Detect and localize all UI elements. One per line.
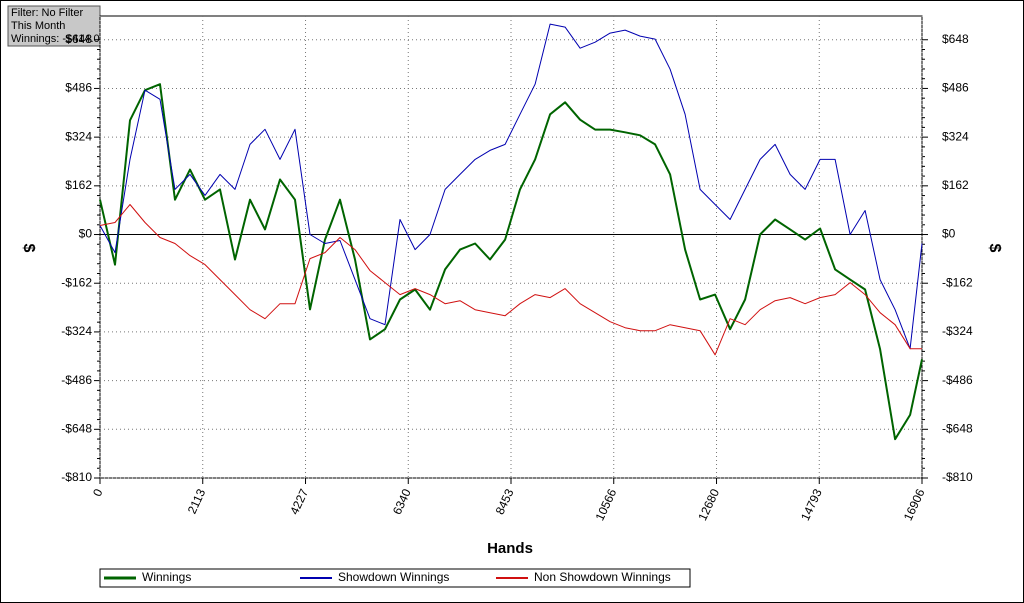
y-tick-label: -$486	[61, 373, 92, 387]
y-tick-label: -$810	[61, 470, 92, 484]
y2-tick-label: -$324	[942, 324, 973, 338]
legend-label: Showdown Winnings	[338, 570, 449, 584]
legend-label: Winnings	[142, 570, 191, 584]
y2-tick-label: $162	[942, 178, 969, 192]
y-tick-label: $162	[65, 178, 92, 192]
y2-tick-label: -$486	[942, 373, 973, 387]
y-tick-label: -$324	[61, 324, 92, 338]
series-line	[99, 204, 922, 356]
y-tick-label: $648	[65, 32, 92, 46]
y2-tick-label: -$810	[942, 470, 973, 484]
legend-label: Non Showdown Winnings	[534, 570, 671, 584]
y-tick-label: $486	[65, 81, 92, 95]
info-line: This Month	[11, 20, 65, 32]
series-line	[99, 83, 923, 441]
y2-tick-label: $486	[942, 81, 969, 95]
y2-tick-label: -$162	[942, 275, 973, 289]
legend: Winnings Showdown Winnings Non Showdown Wi…	[99, 568, 691, 588]
legend-box	[99, 568, 691, 588]
y-tick-label: -$648	[61, 421, 92, 435]
y-tick-label: -$162	[61, 275, 92, 289]
y2-tick-label: $648	[942, 32, 969, 46]
y-tick-label: $0	[79, 227, 93, 241]
info-line: Winnings: -$414.05	[11, 33, 106, 45]
y-tick-label: $324	[65, 129, 92, 143]
info-background	[7, 5, 101, 47]
y2-axis-label: $	[986, 244, 1003, 253]
info-box: Filter: No Filter This Month Winnings: -…	[7, 5, 106, 47]
y2-tick-label: $324	[942, 129, 969, 143]
y-axis-label: $	[20, 244, 37, 253]
y2-tick-label: $0	[942, 227, 956, 241]
y2-tick-label: -$648	[942, 421, 973, 435]
info-line: Filter: No Filter	[11, 7, 83, 19]
x-axis-label: Hands	[487, 540, 533, 557]
series-line	[99, 23, 923, 350]
